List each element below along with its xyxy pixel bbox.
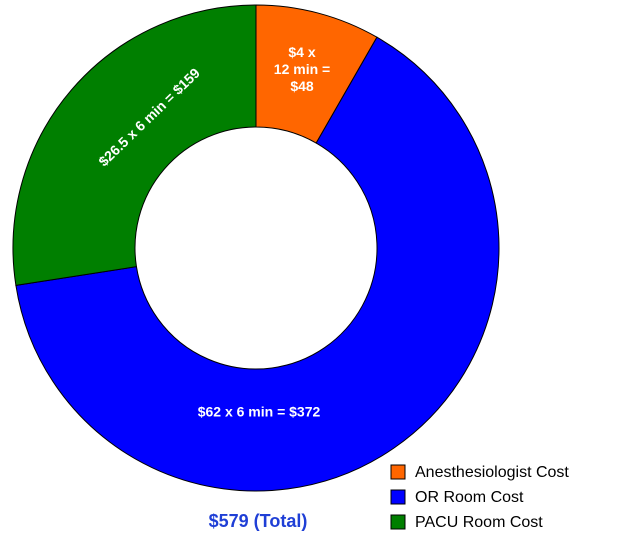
value-label: $62 x 6 min = $372	[198, 404, 321, 420]
legend-marker	[390, 489, 406, 505]
donut-slice	[12, 4, 257, 286]
legend-marker	[390, 464, 406, 480]
legend-label: PACU Room Cost	[415, 514, 543, 531]
total-label: $579 (Total)	[209, 511, 308, 531]
value-label: $4 x 12 min = $48	[274, 44, 330, 94]
donut-slice	[15, 36, 500, 492]
legend-label: OR Room Cost	[415, 489, 524, 506]
legend-marker	[390, 514, 406, 530]
legend-label: Anesthesiologist Cost	[415, 464, 569, 481]
